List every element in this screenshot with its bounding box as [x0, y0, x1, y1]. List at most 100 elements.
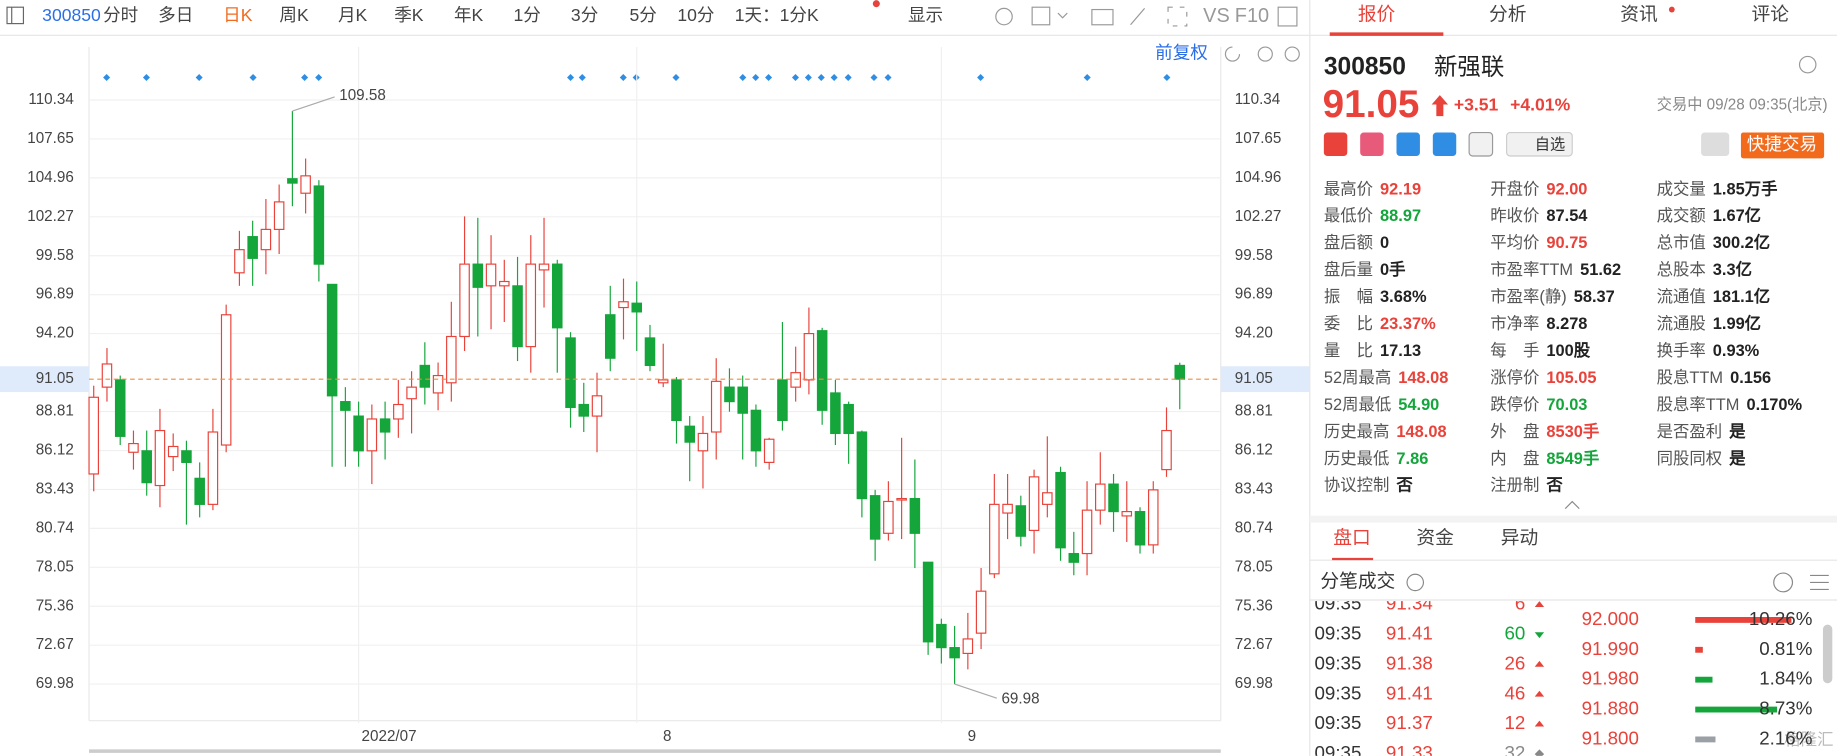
- trade-button[interactable]: [1740, 132, 1825, 159]
- candle-body: [326, 283, 338, 397]
- toolbar-tab[interactable]: 季K: [394, 5, 424, 25]
- y-tick-label: 94.20: [36, 325, 74, 342]
- toolbar-tab[interactable]: 10分: [677, 5, 714, 25]
- alert-button[interactable]: [1701, 132, 1730, 156]
- candle-body: [552, 263, 563, 329]
- trade-label[interactable]: 快捷交易: [1747, 134, 1817, 154]
- trade-volume: 60: [1505, 623, 1526, 644]
- flash-icon[interactable]: [1360, 132, 1384, 156]
- collapse-icon[interactable]: [1564, 500, 1580, 510]
- flag-icon[interactable]: [1323, 132, 1348, 156]
- zoom-in-icon[interactable]: [1284, 46, 1300, 62]
- watch-button[interactable]: [1506, 131, 1573, 157]
- trade-time: 09:35: [1314, 652, 1361, 673]
- stat-label: 历史最低: [1324, 450, 1390, 468]
- toolbar-tab[interactable]: 5分: [630, 5, 657, 25]
- toolbar-tab[interactable]: 年K: [454, 5, 484, 25]
- y-tick-label: 75.36: [36, 597, 74, 614]
- box-icon[interactable]: [1031, 6, 1051, 26]
- toolbar-tab[interactable]: 月K: [338, 5, 368, 25]
- book-pct: 2.16%: [1759, 727, 1812, 748]
- candle-body: [936, 623, 947, 649]
- toolbar-tab[interactable]: 显示: [908, 5, 943, 25]
- candle-body: [287, 178, 298, 184]
- sub-tab[interactable]: 资金: [1416, 527, 1454, 548]
- compare-button[interactable]: VS: [1203, 5, 1230, 27]
- candle-body: [353, 415, 364, 452]
- candle-body: [1002, 503, 1013, 514]
- toolbar-tab[interactable]: 日K: [223, 5, 253, 25]
- book-price: 92.000: [1582, 608, 1639, 629]
- candle-body: [790, 372, 801, 388]
- stat-value: 8.278: [1546, 315, 1587, 333]
- panel-tab[interactable]: 资讯: [1620, 3, 1658, 24]
- toolbar-code[interactable]: 300850: [42, 5, 101, 25]
- panel-tab[interactable]: 分析: [1489, 3, 1526, 24]
- chart: 69.98 69.98 72.67 72.67 75.36 75.36 78.05 78.05…: [0, 47, 1310, 745]
- settings-icon[interactable]: [1798, 55, 1817, 74]
- stat-value: 1.67亿: [1713, 206, 1761, 225]
- stat-label: 振 幅: [1324, 288, 1373, 306]
- y-tick-label-right: 72.67: [1235, 636, 1273, 653]
- zoom-out-icon[interactable]: [1257, 46, 1273, 62]
- toolbar-tab[interactable]: 周K: [279, 5, 309, 25]
- undo-icon[interactable]: [1224, 46, 1241, 62]
- trades-scrollbar[interactable]: [1822, 624, 1833, 684]
- candle-body: [816, 330, 828, 411]
- book-bar: [1695, 646, 1703, 653]
- stat-value: 88.97: [1380, 207, 1421, 225]
- toolbar-tab[interactable]: 分时: [103, 5, 138, 25]
- toolbar-icon[interactable]: [6, 6, 25, 25]
- y-tick-label-right: 99.58: [1235, 247, 1273, 264]
- candle-body: [631, 302, 643, 313]
- note-icon[interactable]: [1468, 131, 1494, 157]
- sub-tab[interactable]: 异动: [1501, 527, 1538, 548]
- caret: [1057, 12, 1068, 19]
- stat-label: 股息TTM: [1657, 369, 1723, 387]
- list-icon[interactable]: [1810, 574, 1829, 591]
- toolbar-tab[interactable]: 3分: [571, 5, 598, 25]
- toolbar-tab[interactable]: 1天：1分K: [735, 5, 819, 25]
- book-bar: [1695, 736, 1716, 743]
- stat-label: 内 盘: [1490, 449, 1539, 468]
- market-status: 交易中 09/28 09:35(北京): [1657, 96, 1828, 114]
- y-tick-label: 88.81: [36, 403, 74, 420]
- candle-body: [485, 263, 497, 287]
- stat-value: 7.86: [1396, 450, 1428, 468]
- sub-tab[interactable]: 盘口: [1333, 527, 1370, 548]
- stat-value: 54.90: [1398, 396, 1439, 414]
- toolbar-tab[interactable]: 1分: [514, 5, 541, 25]
- toolbar-tab[interactable]: 多日: [158, 5, 193, 25]
- adjust-button[interactable]: 前复权: [1155, 43, 1208, 63]
- more-icon[interactable]: [1773, 572, 1794, 593]
- panel-icon[interactable]: [1277, 6, 1298, 27]
- notify-dot: [872, 0, 880, 8]
- book-pct: 1.84%: [1759, 668, 1812, 689]
- stat-label: 委 比: [1324, 315, 1373, 333]
- candle-body: [406, 386, 417, 400]
- settings-icon[interactable]: [995, 7, 1013, 26]
- panel-tab[interactable]: 报价: [1358, 3, 1396, 24]
- shuffle-icon[interactable]: [1396, 132, 1420, 156]
- max-label: 109.58: [339, 87, 386, 104]
- y-tick-label: 102.27: [27, 208, 74, 225]
- stock-change-pct: +4.01%: [1510, 94, 1570, 114]
- tag-icon[interactable]: [1432, 132, 1457, 156]
- trade-direction: [1534, 601, 1545, 608]
- watch-label[interactable]: 自选: [1535, 136, 1565, 153]
- candle-body: [499, 280, 510, 287]
- book-bar: [1695, 616, 1792, 623]
- candle-body: [618, 301, 629, 309]
- pen-icon[interactable]: [1130, 7, 1146, 26]
- candle-body: [141, 450, 152, 484]
- candle-body: [459, 263, 470, 338]
- info-icon[interactable]: [1406, 573, 1425, 592]
- candle-body: [1095, 483, 1106, 511]
- book-bar: [1695, 676, 1713, 683]
- candle-body: [114, 379, 126, 437]
- panel-tab[interactable]: 评论: [1751, 3, 1789, 24]
- camera-icon[interactable]: [1091, 8, 1114, 26]
- stat-label: 平均价: [1490, 234, 1539, 252]
- f10-button[interactable]: F10: [1235, 5, 1269, 27]
